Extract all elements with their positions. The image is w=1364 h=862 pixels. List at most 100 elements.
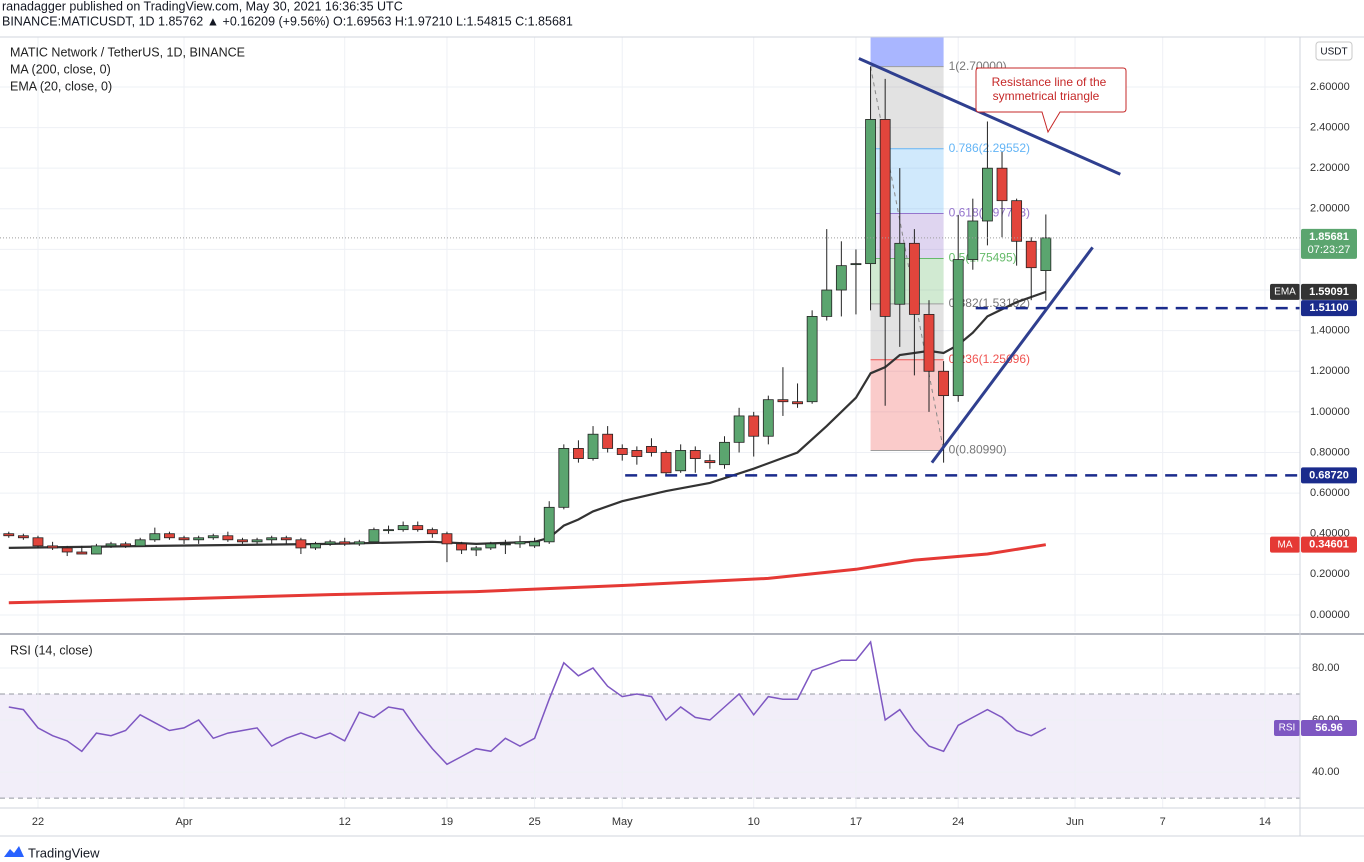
rsi-title: RSI (14, close) — [10, 643, 93, 657]
candle-body — [719, 441, 730, 466]
x-tick-label: 22 — [32, 816, 44, 828]
fib-zone — [870, 359, 944, 451]
candle-body — [441, 533, 453, 545]
indicator-tag-label: EMA — [1274, 287, 1296, 298]
candle-body — [32, 537, 44, 547]
indicator-badge — [1301, 283, 1357, 300]
candle-body — [499, 543, 511, 546]
candle-body — [426, 529, 438, 535]
candle-body — [149, 533, 161, 541]
legend-ema: EMA (20, close, 0) — [10, 79, 112, 93]
x-tick-label: 19 — [441, 816, 453, 828]
candle-body — [193, 537, 205, 541]
price-badge — [1301, 228, 1357, 259]
rsi-line — [8, 640, 1047, 766]
candle-body — [529, 541, 541, 547]
y-tick-label: 0.20000 — [1310, 568, 1350, 580]
candle-body — [456, 543, 467, 551]
trendline — [930, 246, 1094, 464]
candle-body — [733, 415, 745, 443]
x-tick-label: Jun — [1066, 816, 1084, 828]
fib-label: 0.236(1.25696) — [949, 352, 1030, 366]
currency: USDT — [1320, 47, 1347, 58]
date-range-highlight — [870, 37, 944, 67]
candle-body — [982, 167, 993, 222]
footer-logo: TradingView — [4, 845, 100, 860]
candle-body — [602, 433, 614, 449]
indicator-tag — [1274, 719, 1300, 736]
candle-body — [616, 448, 628, 455]
x-tick-label: 24 — [952, 816, 964, 828]
candle-body — [908, 242, 920, 315]
candle-body — [762, 399, 774, 437]
candle-body — [835, 265, 847, 291]
candle-body — [47, 545, 58, 549]
rsi-band — [0, 694, 1300, 799]
candle-body — [222, 535, 234, 541]
candle-body — [237, 539, 248, 543]
candle-body — [967, 220, 979, 260]
level-badge-label: 0.68720 — [1309, 469, 1349, 481]
y-tick-label: 1.20000 — [1310, 365, 1350, 377]
candle-body — [470, 547, 482, 551]
indicator-tag — [1270, 536, 1300, 553]
candle-body — [134, 539, 146, 547]
candle-body — [879, 119, 891, 317]
fib-label: 0.5(1.75495) — [949, 251, 1017, 265]
rsi-badge — [1301, 719, 1357, 736]
candle-body — [587, 433, 599, 459]
candle-body — [3, 533, 15, 537]
candle-body — [675, 450, 687, 472]
y-tick-label: 1.00000 — [1310, 406, 1350, 418]
trendline — [858, 57, 1121, 176]
indicator-line — [8, 543, 1047, 605]
candle-body — [777, 399, 789, 403]
callout-text: symmetrical triangle — [993, 89, 1100, 103]
x-tick-label: 25 — [528, 816, 540, 828]
candle-body — [865, 119, 876, 265]
candle-body — [689, 450, 701, 459]
candle-body — [324, 541, 336, 545]
y-tick-label: 2.00000 — [1310, 203, 1350, 215]
price-countdown: 07:23:27 — [1308, 244, 1351, 256]
candle-body — [295, 539, 307, 549]
indicator-tag-label: MA — [1278, 539, 1293, 550]
indicator-badge-value: 1.59091 — [1309, 286, 1349, 298]
candle-body — [178, 537, 190, 541]
x-tick-label: 17 — [850, 816, 862, 828]
candle-body — [266, 537, 278, 541]
y-tick-label: 2.20000 — [1310, 162, 1350, 174]
level-badge — [1301, 300, 1357, 317]
y-tick-label: 1.40000 — [1310, 325, 1350, 337]
candle-body — [806, 316, 818, 403]
candle-body — [514, 541, 526, 545]
y-tick-label: 0.40000 — [1310, 528, 1350, 540]
logo-mark — [4, 846, 24, 857]
candle-body — [339, 541, 351, 545]
y-tick-label: 0.80000 — [1310, 446, 1350, 458]
level-badge-label: 1.51100 — [1309, 302, 1348, 314]
candle-body — [792, 401, 803, 405]
candle-body — [952, 259, 964, 397]
candle-body — [660, 452, 672, 474]
candle-body — [76, 551, 88, 555]
rsi-badge-value: 56.96 — [1315, 722, 1343, 734]
x-tick-label: 14 — [1259, 816, 1271, 828]
candle-body — [996, 167, 1008, 202]
symbol-line: BINANCE:MATICUSDT, 1D 1.85762 ▲ +0.16209… — [2, 14, 573, 28]
callout: Resistance line of the symmetrical trian… — [975, 67, 1127, 134]
x-tick-label: 7 — [1160, 816, 1166, 828]
indicator-tag — [1270, 283, 1300, 300]
y-tick-label: 2.60000 — [1310, 81, 1350, 93]
footer-brand: TradingView — [28, 845, 100, 860]
candle-body — [280, 537, 292, 541]
price-pane: 1(2.70000)0.786(2.29552)0.618(1.97713)0.… — [0, 37, 1300, 632]
price-badge-value: 1.85681 — [1309, 231, 1349, 243]
chart-area: 1(2.70000)0.786(2.29552)0.618(1.97713)0.… — [0, 37, 1357, 828]
x-tick-label: 10 — [748, 816, 760, 828]
candle-body — [850, 263, 862, 266]
candle-body — [894, 242, 906, 305]
